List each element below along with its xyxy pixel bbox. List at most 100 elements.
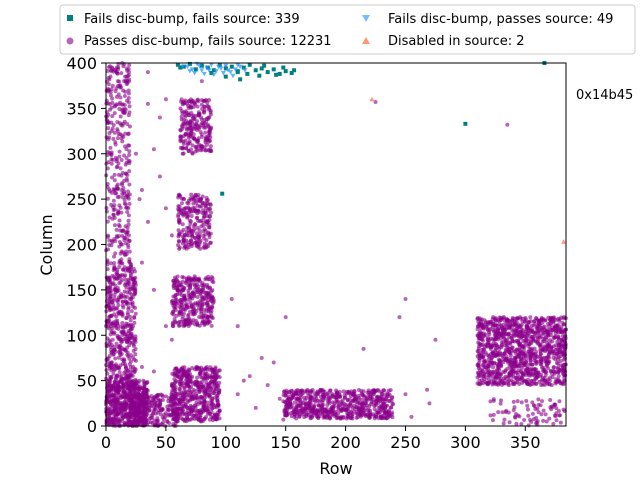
data-point [124,316,129,321]
data-point [118,273,123,278]
data-point [530,368,535,373]
data-point [314,414,319,419]
data-point [488,413,493,418]
data-point [122,274,127,279]
data-point [113,103,118,108]
data-point [178,65,183,70]
data-point [184,276,189,281]
data-point [117,366,122,371]
data-point [322,407,327,412]
data-point [190,416,195,421]
x-axis-title: Row [319,459,352,478]
data-point [202,98,207,103]
data-point [104,205,109,210]
data-point [131,304,136,309]
data-point [534,421,539,426]
data-point [204,119,209,124]
data-point [123,107,128,112]
data-point [184,238,189,243]
data-point [132,320,137,325]
data-point [116,349,121,354]
data-point [129,396,134,401]
data-point [202,241,207,246]
data-point [124,402,129,407]
data-point [283,393,288,398]
data-point [552,328,557,333]
data-point [111,187,116,192]
data-point [397,315,402,320]
data-point [123,131,128,136]
data-point [185,121,190,126]
data-point [499,345,504,350]
data-point [122,93,127,98]
data-point [117,149,122,154]
data-point [536,397,541,402]
data-point [235,324,240,329]
data-point [181,210,186,215]
data-point [106,247,111,252]
data-point [516,413,521,418]
data-point [127,330,132,335]
data-point [111,198,116,203]
data-point [188,309,193,314]
data-point [111,418,116,423]
data-point [121,64,126,69]
legend-label-2: Fails disc-bump, passes source: 49 [388,12,613,27]
data-point [230,73,236,79]
data-point [110,175,115,180]
data-point [503,332,508,337]
data-point [107,418,112,423]
data-point [192,291,197,296]
data-point [128,314,133,319]
data-point [183,402,188,407]
data-point [204,290,209,295]
data-point [208,386,213,391]
data-point [541,365,546,370]
data-point [203,371,208,376]
data-point [206,139,211,144]
x-tick-label: 350 [510,433,541,452]
data-point [494,343,499,348]
data-point [306,410,311,415]
data-point [171,309,176,314]
data-point [199,218,204,223]
data-point [195,380,200,385]
data-point [173,385,178,390]
data-point [335,392,340,397]
data-point [508,372,513,377]
data-point [546,352,551,357]
data-point [238,77,243,82]
data-point [123,202,128,207]
data-point [123,277,128,282]
data-point [380,397,385,402]
data-point [534,353,539,358]
data-point [186,408,191,413]
data-point [212,374,217,379]
data-point [310,408,315,413]
data-point [409,414,414,419]
data-point [126,189,131,194]
data-point [115,333,120,338]
data-point [217,368,222,373]
data-point [361,346,366,351]
data-point [120,233,125,238]
data-point [195,148,200,153]
data-point [113,155,118,160]
data-point [499,398,504,403]
data-point [127,375,132,380]
data-point [529,340,534,345]
data-point [125,225,130,230]
data-point [141,393,146,398]
x-tick-label: 100 [211,433,242,452]
data-point [179,114,184,119]
data-point [204,308,209,313]
data-point [199,204,204,209]
data-point [511,366,516,371]
data-point [109,65,114,70]
data-point [209,375,214,380]
data-point [174,301,179,306]
data-point [553,413,558,418]
data-point [127,169,132,174]
data-point [207,214,212,219]
data-point [121,404,126,409]
